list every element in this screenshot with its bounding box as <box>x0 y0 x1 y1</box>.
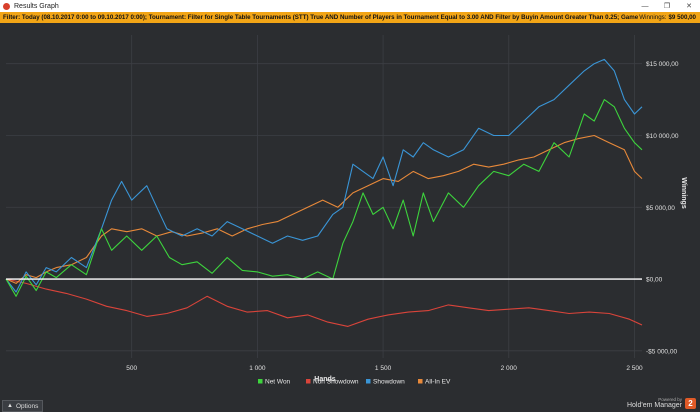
legend-swatch <box>418 379 423 384</box>
legend-label: Net Won <box>265 379 291 386</box>
y-tick-label: -$5 000,00 <box>646 348 677 355</box>
winnings-value: $9 500,00 <box>668 14 696 21</box>
filter-text: Filter: Today (08.10.2017 0:00 to 09.10.… <box>3 14 640 21</box>
minimize-icon[interactable]: — <box>641 2 649 10</box>
x-tick-label: 500 <box>126 365 137 372</box>
y-tick-label: $5 000,00 <box>646 205 675 212</box>
y-tick-label: $0,00 <box>646 277 663 284</box>
restore-icon[interactable]: ❐ <box>663 3 671 10</box>
legend-label: Showdown <box>373 379 405 386</box>
options-button[interactable]: ▲ Options <box>2 400 44 412</box>
winnings-label: Winnings: <box>639 14 667 21</box>
brand: Powered by Hold'em Manager <box>627 397 682 409</box>
legend-label: Non Showdown <box>313 379 359 386</box>
series-line-net-won <box>5 99 643 297</box>
legend-swatch <box>306 379 311 384</box>
window-title: Results Graph <box>14 2 59 10</box>
x-tick-label: 2 500 <box>626 365 643 372</box>
powered-by-text: Powered by <box>658 397 682 402</box>
x-tick-label: 1 500 <box>375 365 392 372</box>
results-chart: 500 1 000 1 500 2 000 2 500 -$5 000,00 $0,00 $5… <box>0 23 700 397</box>
options-icon: ▲ <box>7 403 13 409</box>
x-axis-title: Hands <box>314 376 336 383</box>
bottom-bar: ▲ Options Powered by Hold'em Manager 2 <box>0 397 700 412</box>
window-titlebar: Results Graph — ❐ ✕ <box>0 0 700 12</box>
series-line-non-showdown <box>5 278 643 327</box>
x-tick-label: 1 000 <box>249 365 266 372</box>
legend-swatch <box>258 379 263 384</box>
brand-name: Hold'em Manager <box>626 402 682 409</box>
close-icon[interactable]: ✕ <box>686 3 692 10</box>
filter-bar: Filter: Today (08.10.2017 0:00 to 09.10.… <box>0 12 700 23</box>
app-logo-icon <box>3 2 10 10</box>
y-tick-label: $10 000,00 <box>646 133 679 140</box>
legend-swatch <box>366 379 371 384</box>
x-tick-label: 2 000 <box>501 365 518 372</box>
options-label: Options <box>15 402 39 410</box>
y-tick-label: $15 000,00 <box>646 61 679 68</box>
legend-label: All-In EV <box>425 379 451 386</box>
y-axis-title: Winnings <box>680 177 687 209</box>
brand-badge-icon: 2 <box>685 398 696 409</box>
series-line-showdown <box>5 58 643 293</box>
